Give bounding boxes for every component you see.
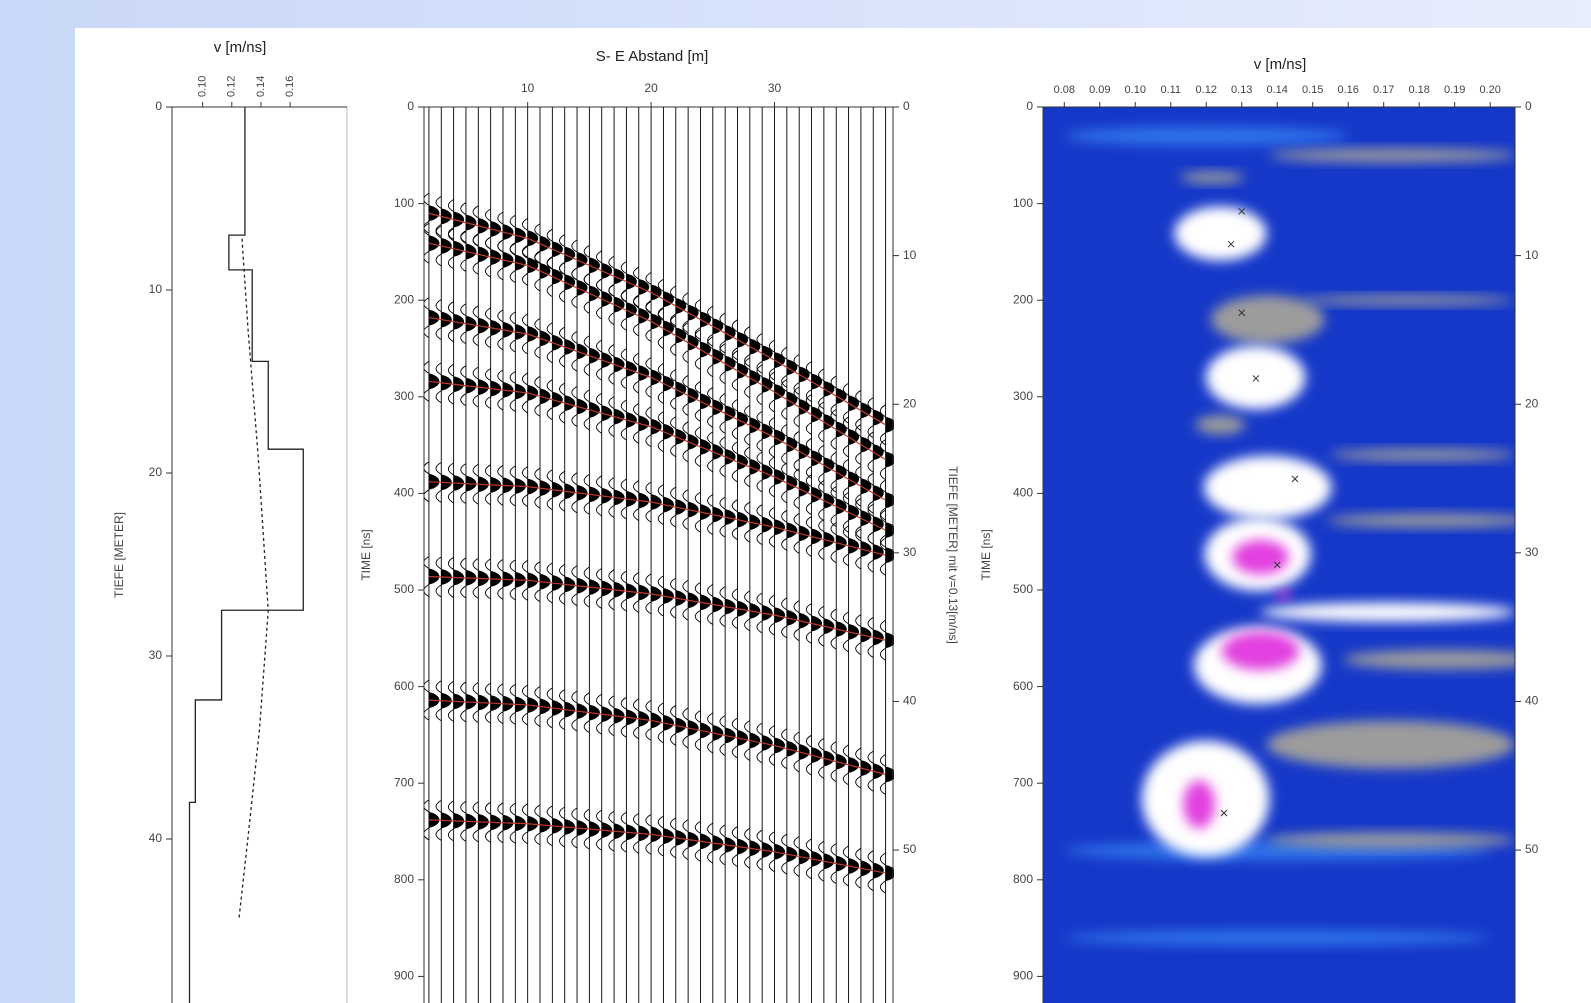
semblance-zone <box>1343 650 1542 669</box>
x-tick-label: 0.13 <box>1231 84 1252 96</box>
y-tick-label: 900 <box>1013 969 1033 983</box>
y-tick-label: 800 <box>1013 872 1033 886</box>
y2-tick-label: 50 <box>903 842 917 856</box>
semblance-zone <box>1183 780 1215 828</box>
x-tick-label: 20 <box>644 81 658 95</box>
y-tick-label: 800 <box>394 872 414 886</box>
y-tick-label: 400 <box>1013 486 1033 500</box>
x-tick-label: 0.16 <box>284 76 296 97</box>
x-tick-label: 0.11 <box>1160 84 1181 96</box>
x-tick-label: 0.16 <box>1337 84 1358 96</box>
y-tick-label: 900 <box>394 969 414 983</box>
chart-title: v [m/ns] <box>1254 56 1307 73</box>
x-tick-label: 0.18 <box>1408 84 1429 96</box>
y-tick-label: 600 <box>1013 679 1033 693</box>
semblance-zone <box>1064 930 1490 945</box>
y2-tick-label: 30 <box>1525 545 1539 559</box>
y2-tick-label: 50 <box>1525 842 1539 856</box>
y2-tick-label: 40 <box>903 694 917 708</box>
y2-axis-label: TIEFE [METER] mit v=0.13[m/ns] <box>946 466 960 644</box>
y2-tick-label: 40 <box>1525 694 1539 708</box>
y-tick-label: 0 <box>1026 99 1033 113</box>
x-tick-label: 0.08 <box>1054 84 1075 96</box>
semblance-zone <box>1174 206 1266 260</box>
x-tick-label: 0.12 <box>226 76 238 97</box>
chart-title: S- E Abstand [m] <box>596 48 709 65</box>
semblance-zone <box>1267 832 1515 847</box>
y-tick-label: 0 <box>407 99 414 113</box>
y2-tick-label: 30 <box>903 545 917 559</box>
semblance-zone <box>1267 720 1515 768</box>
x-tick-label: 0.10 <box>1125 84 1146 96</box>
y-tick-label: 400 <box>394 486 414 500</box>
y-tick-label: 20 <box>149 465 163 479</box>
y-tick-label: 500 <box>1013 582 1033 596</box>
y-tick-label: 300 <box>1013 389 1033 403</box>
x-tick-label: 0.20 <box>1479 84 1500 96</box>
chart-title: v [m/ns] <box>214 39 267 56</box>
y-tick-label: 100 <box>394 196 414 210</box>
semblance-zone <box>1232 540 1289 575</box>
y-tick-label: 200 <box>1013 292 1033 306</box>
semblance-zone <box>1180 172 1244 184</box>
y2-tick-label: 10 <box>903 248 917 262</box>
y2-tick-label: 20 <box>1525 396 1539 410</box>
y-axis-label: TIME [ns] <box>359 529 373 580</box>
x-tick-label: 10 <box>521 81 535 95</box>
y2-tick-label: 0 <box>1525 99 1532 113</box>
x-tick-label: 30 <box>768 81 782 95</box>
y-axis-label: TIME [ns] <box>979 529 993 580</box>
y-tick-label: 40 <box>149 831 163 845</box>
x-tick-label: 0.15 <box>1302 84 1323 96</box>
semblance-zone <box>1327 514 1533 528</box>
x-tick-label: 0.12 <box>1196 84 1217 96</box>
y-axis-label: TIEFE [METER] <box>112 512 126 598</box>
semblance-zone <box>1301 295 1514 305</box>
x-tick-label: 0.10 <box>197 76 209 97</box>
semblance-zone <box>1064 126 1348 145</box>
y-tick-label: 300 <box>394 389 414 403</box>
semblance-zone <box>1211 295 1325 343</box>
semblance-zone <box>1222 632 1300 671</box>
semblance-zone <box>1196 415 1246 434</box>
y2-tick-label: 10 <box>1525 248 1539 262</box>
y2-tick-label: 0 <box>903 99 910 113</box>
y2-tick-label: 20 <box>903 396 917 410</box>
y-tick-label: 30 <box>149 648 163 662</box>
y-tick-label: 200 <box>394 292 414 306</box>
x-tick-label: 0.09 <box>1089 84 1110 96</box>
semblance-zone <box>1277 590 1291 600</box>
y-tick-label: 500 <box>394 582 414 596</box>
y-tick-label: 0 <box>155 99 162 113</box>
x-tick-label: 0.19 <box>1444 84 1465 96</box>
semblance-zone <box>1260 603 1516 622</box>
y-tick-label: 700 <box>394 775 414 789</box>
x-tick-label: 0.14 <box>255 76 267 97</box>
x-tick-label: 0.17 <box>1373 84 1394 96</box>
y-tick-label: 700 <box>1013 775 1033 789</box>
semblance-zone <box>1330 449 1515 461</box>
semblance-zone <box>1204 456 1332 520</box>
semblance-zone <box>1269 149 1517 163</box>
x-tick-label: 0.14 <box>1267 84 1288 96</box>
y-tick-label: 600 <box>394 679 414 693</box>
semblance <box>1043 107 1542 1003</box>
y-tick-label: 10 <box>149 282 163 296</box>
y-tick-label: 100 <box>1013 196 1033 210</box>
